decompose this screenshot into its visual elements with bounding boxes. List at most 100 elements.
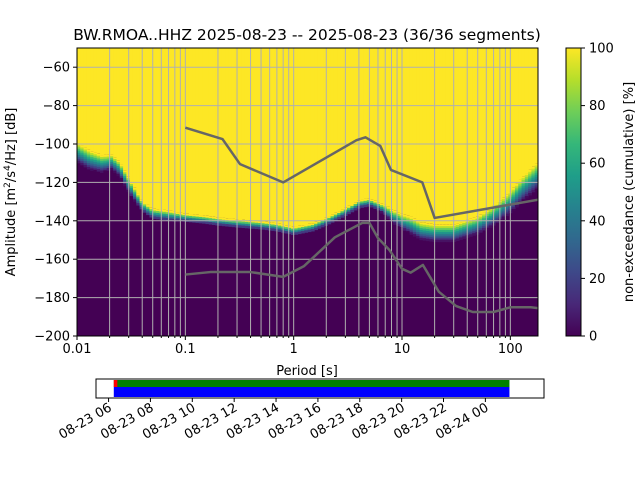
heatmap-cell xyxy=(96,163,101,166)
heatmap-cell xyxy=(521,181,526,185)
heatmap-cell xyxy=(360,199,365,203)
heatmap-cell xyxy=(396,223,401,227)
heatmap-cell xyxy=(442,235,447,239)
heatmap-cell xyxy=(409,226,414,230)
heatmap-cell xyxy=(373,200,378,204)
heatmap-cell xyxy=(169,218,174,222)
timeline-gap-marker xyxy=(113,380,118,387)
heatmap-cell xyxy=(113,157,118,160)
heatmap-cell xyxy=(119,48,124,165)
heatmap-cell xyxy=(498,200,503,203)
heatmap-cell xyxy=(393,218,397,221)
heatmap-cell xyxy=(488,215,493,219)
heatmap-cell xyxy=(406,223,411,226)
heatmap-cell xyxy=(482,225,486,229)
heatmap-cell xyxy=(386,212,391,216)
heatmap-cell xyxy=(409,224,414,228)
heatmap-cell xyxy=(123,48,127,171)
heatmap-cell xyxy=(287,227,292,231)
heatmap-cell xyxy=(426,238,430,242)
heatmap-cell xyxy=(294,230,299,233)
heatmap-cell xyxy=(109,48,114,155)
heatmap-cell xyxy=(350,205,355,209)
heatmap-cell xyxy=(495,212,500,216)
heatmap-cell xyxy=(498,215,503,218)
heatmap-cell xyxy=(360,201,365,204)
heatmap-cell xyxy=(505,213,509,217)
heatmap-cell xyxy=(511,189,516,193)
heatmap-cell xyxy=(212,48,216,217)
y-tick-label: −100 xyxy=(34,138,70,153)
heatmap-cell xyxy=(488,221,493,225)
heatmap-cell xyxy=(534,184,538,188)
heatmap-cell xyxy=(363,202,368,206)
heatmap-cell xyxy=(136,199,141,202)
heatmap-cell xyxy=(106,160,111,163)
heatmap-cell xyxy=(225,48,230,219)
heatmap-cell xyxy=(521,197,526,200)
heatmap-cell xyxy=(297,225,302,229)
heatmap-cell xyxy=(534,188,538,192)
heatmap-cell xyxy=(485,216,490,219)
heatmap-cell xyxy=(350,204,355,207)
heatmap-cell xyxy=(287,231,292,235)
heatmap-cell xyxy=(212,222,216,226)
heatmap-cell xyxy=(521,189,526,193)
heatmap-cell xyxy=(531,48,536,167)
heatmap-cell xyxy=(96,161,101,164)
colorbar-tick-label: 20 xyxy=(589,272,606,287)
heatmap-cell xyxy=(347,207,351,211)
heatmap-cell xyxy=(307,223,312,227)
heatmap-cell xyxy=(152,214,157,217)
heatmap-cell xyxy=(426,223,430,226)
heatmap-cell xyxy=(146,208,151,212)
heatmap-cell xyxy=(445,239,450,243)
heatmap-cell xyxy=(116,167,121,171)
heatmap-cell xyxy=(80,48,85,146)
heatmap-cell xyxy=(528,185,533,188)
heatmap-cell xyxy=(468,234,473,237)
heatmap-cell xyxy=(406,221,411,225)
heatmap-cell xyxy=(83,151,88,154)
heatmap-cell xyxy=(340,215,345,218)
heatmap-cell xyxy=(478,218,483,222)
heatmap-cell xyxy=(80,155,85,158)
colorbar-tick-label: 60 xyxy=(589,157,606,172)
heatmap-cell xyxy=(146,48,151,205)
heatmap-cell xyxy=(119,168,124,171)
heatmap-cell xyxy=(468,226,473,230)
heatmap-cell xyxy=(396,214,401,217)
heatmap-cell xyxy=(228,218,233,222)
heatmap-cell xyxy=(360,203,365,206)
heatmap-cell xyxy=(452,227,457,231)
x-tick-label: 0.01 xyxy=(63,342,92,357)
heatmap-cell xyxy=(482,227,486,231)
heatmap-cell xyxy=(419,48,424,223)
heatmap-cell xyxy=(478,228,483,231)
heatmap-cell xyxy=(501,216,506,219)
heatmap-cell xyxy=(330,220,335,223)
colorbar-ticks: 0 20 40 60 80 100 xyxy=(581,42,614,345)
heatmap-cell xyxy=(402,226,407,229)
heatmap-cell xyxy=(90,151,95,154)
heatmap-cell xyxy=(472,217,477,221)
heatmap-cell xyxy=(422,238,427,241)
heatmap-cell xyxy=(370,199,374,202)
heatmap-cell xyxy=(304,228,309,231)
heatmap-cell xyxy=(511,206,516,210)
heatmap-cell xyxy=(218,221,223,224)
heatmap-cell xyxy=(353,207,358,211)
heatmap-cell xyxy=(455,234,460,238)
heatmap-cell xyxy=(478,48,483,215)
heatmap-cell xyxy=(320,222,325,226)
heatmap-cell xyxy=(462,226,467,230)
heatmap-cell xyxy=(412,218,417,222)
heatmap-cell xyxy=(254,224,259,228)
heatmap-cell xyxy=(495,202,500,206)
heatmap-cell xyxy=(406,217,411,221)
heatmap-cell xyxy=(156,209,160,212)
heatmap-cell xyxy=(393,210,397,214)
heatmap-cell xyxy=(142,208,147,211)
heatmap-cell xyxy=(205,48,210,216)
heatmap-cell xyxy=(478,214,483,218)
